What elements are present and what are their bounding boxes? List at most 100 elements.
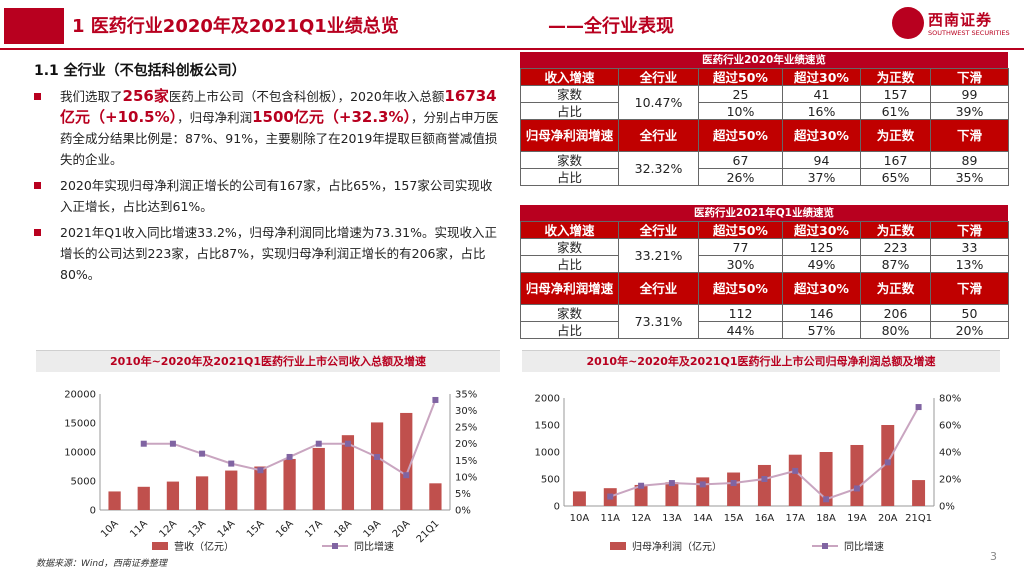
- bullet-square-icon: [34, 229, 41, 236]
- chart-2-title: 2010年~2020年及2021Q1医药行业上市公司归母净利润总额及增速: [522, 350, 1000, 372]
- bar: [312, 447, 325, 510]
- y2-tick-label: 60%: [939, 421, 961, 432]
- line-point: [140, 440, 147, 447]
- x-tick-label: 17A: [785, 513, 805, 524]
- logo-english-name: SOUTHWEST SECURITIES: [928, 29, 1010, 37]
- y2-tick-label: 5%: [455, 489, 471, 500]
- table-cell: 61%: [860, 102, 931, 120]
- table-row: 归母净利润增速 全行业 超过50% 超过30% 为正数 下滑: [520, 272, 1009, 305]
- line-point: [169, 440, 176, 447]
- table-cell: 112: [698, 304, 783, 322]
- table-cell: 39%: [930, 102, 1009, 120]
- table-header-cell: 归母净利润增速: [520, 272, 619, 305]
- table-cell: 57%: [782, 321, 861, 339]
- chart-1-title: 2010年~2020年及2021Q1医药行业上市公司收入总额及增速: [36, 350, 500, 372]
- table-cell: 10.47%: [618, 85, 699, 120]
- y-tick-label: 1000: [535, 448, 560, 459]
- bullet-1-highlight-profit: 1500亿元（+32.3%）: [252, 108, 411, 126]
- table-header-cell: 收入增速: [520, 221, 619, 239]
- x-tick-label: 19A: [362, 518, 384, 540]
- data-source-note: 数据来源：Wind，西南证券整理: [36, 559, 167, 569]
- legend-line-marker: [332, 543, 338, 549]
- table-cell: 37%: [782, 168, 861, 186]
- bullet-item-1: 我们选取了256家医药上市公司（不包含科创板），2020年收入总额16734亿元…: [34, 86, 502, 170]
- table-header-cell: 全行业: [618, 221, 699, 239]
- x-tick-label: 16A: [274, 518, 296, 540]
- x-tick-label: 12A: [157, 518, 179, 540]
- line-point: [761, 476, 768, 482]
- bullet-square-icon: [34, 93, 41, 100]
- table-cell: 30%: [698, 255, 783, 273]
- line-point: [668, 480, 675, 487]
- y-tick-label: 0: [554, 502, 560, 513]
- x-tick-label: 10A: [99, 518, 121, 540]
- company-logo: 西南证券 SOUTHWEST SECURITIES: [892, 7, 1017, 43]
- table-row: 家数 33.21% 77 125 223 33: [520, 238, 1009, 273]
- table-cell: 87%: [860, 255, 931, 273]
- bar: [254, 466, 267, 510]
- table-2020: 医药行业2020年业绩速览 收入增速 全行业 超过50% 超过30% 为正数 下…: [520, 52, 1009, 186]
- line-point: [915, 404, 922, 411]
- table-row: 收入增速 全行业 超过50% 超过30% 为正数 下滑: [520, 221, 1009, 239]
- line-point: [638, 482, 645, 489]
- y2-tick-label: 40%: [939, 448, 961, 459]
- bullet-list: 我们选取了256家医药上市公司（不包含科创板），2020年收入总额16734亿元…: [34, 86, 502, 290]
- table-cell: 167: [860, 151, 931, 169]
- line-point: [853, 485, 860, 492]
- table-cell: 32.32%: [618, 151, 699, 186]
- x-tick-label: 21Q1: [905, 513, 932, 524]
- x-tick-label: 11A: [128, 518, 150, 540]
- table-header-cell: 全行业: [618, 119, 699, 152]
- table-cell: 157: [860, 85, 931, 103]
- table-header-cell: 超过50%: [698, 68, 783, 86]
- bar: [370, 422, 384, 510]
- title-bar: 1 医药行业2020年及2021Q1业绩总览 ——全行业表现 西南证券 SOUT…: [0, 0, 1024, 50]
- bullet-1-text-3: ，归母净利润: [177, 110, 253, 125]
- bullet-2-text: 2020年实现归母净利润正增长的公司有167家，占比65%，157家公司实现收入…: [60, 178, 493, 214]
- table-header-cell: 超过30%: [782, 221, 861, 239]
- table-row: 家数 32.32% 67 94 167 89: [520, 151, 1009, 186]
- table-header-cell: 超过50%: [698, 272, 783, 305]
- bar: [400, 412, 413, 510]
- title-accent-block: [4, 8, 64, 44]
- line-point: [823, 496, 830, 503]
- logo-name: 西南证券: [928, 11, 993, 29]
- x-tick-label: 13A: [662, 513, 682, 524]
- table-2021q1: 医药行业2021年Q1业绩速览 收入增速 全行业 超过50% 超过30% 为正数…: [520, 205, 1009, 339]
- bar: [225, 470, 238, 510]
- x-tick-label: 18A: [332, 518, 354, 540]
- line-point: [699, 481, 706, 488]
- table-row: 占比 10% 16% 61% 39%: [520, 102, 1009, 120]
- x-tick-label: 11A: [600, 513, 620, 524]
- y-tick-label: 10000: [64, 448, 96, 459]
- y-tick-label: 5000: [71, 477, 96, 488]
- table-header-cell: 为正数: [860, 68, 931, 86]
- line-point: [286, 453, 293, 460]
- table-header-cell: 为正数: [860, 272, 931, 305]
- bar: [108, 491, 121, 510]
- table-cell: 125: [782, 238, 861, 256]
- x-tick-label: 20A: [391, 518, 413, 540]
- y2-tick-label: 30%: [455, 406, 477, 417]
- line-point: [432, 396, 439, 403]
- table-cell: 94: [782, 151, 861, 169]
- x-tick-label: 10A: [570, 513, 590, 524]
- table-cell: 家数: [520, 85, 619, 103]
- line-point: [257, 467, 264, 474]
- table-cell: 20%: [930, 321, 1009, 339]
- bar: [665, 482, 679, 506]
- legend-line-label: 同比增速: [844, 540, 884, 553]
- bullet-item-2: 2020年实现归母净利润正增长的公司有167家，占比65%，157家公司实现收入…: [34, 175, 502, 217]
- legend-bar-swatch: [152, 542, 168, 550]
- legend-line-marker: [822, 543, 828, 549]
- header-divider: [0, 48, 1024, 50]
- y2-tick-label: 20%: [455, 439, 477, 450]
- x-tick-label: 14A: [693, 513, 713, 524]
- table-cell: 206: [860, 304, 931, 322]
- y-tick-label: 20000: [64, 390, 96, 401]
- table-cell: 占比: [520, 321, 619, 339]
- table-cell: 99: [930, 85, 1009, 103]
- line-point: [730, 480, 737, 487]
- bar: [819, 452, 833, 506]
- bar: [283, 458, 296, 510]
